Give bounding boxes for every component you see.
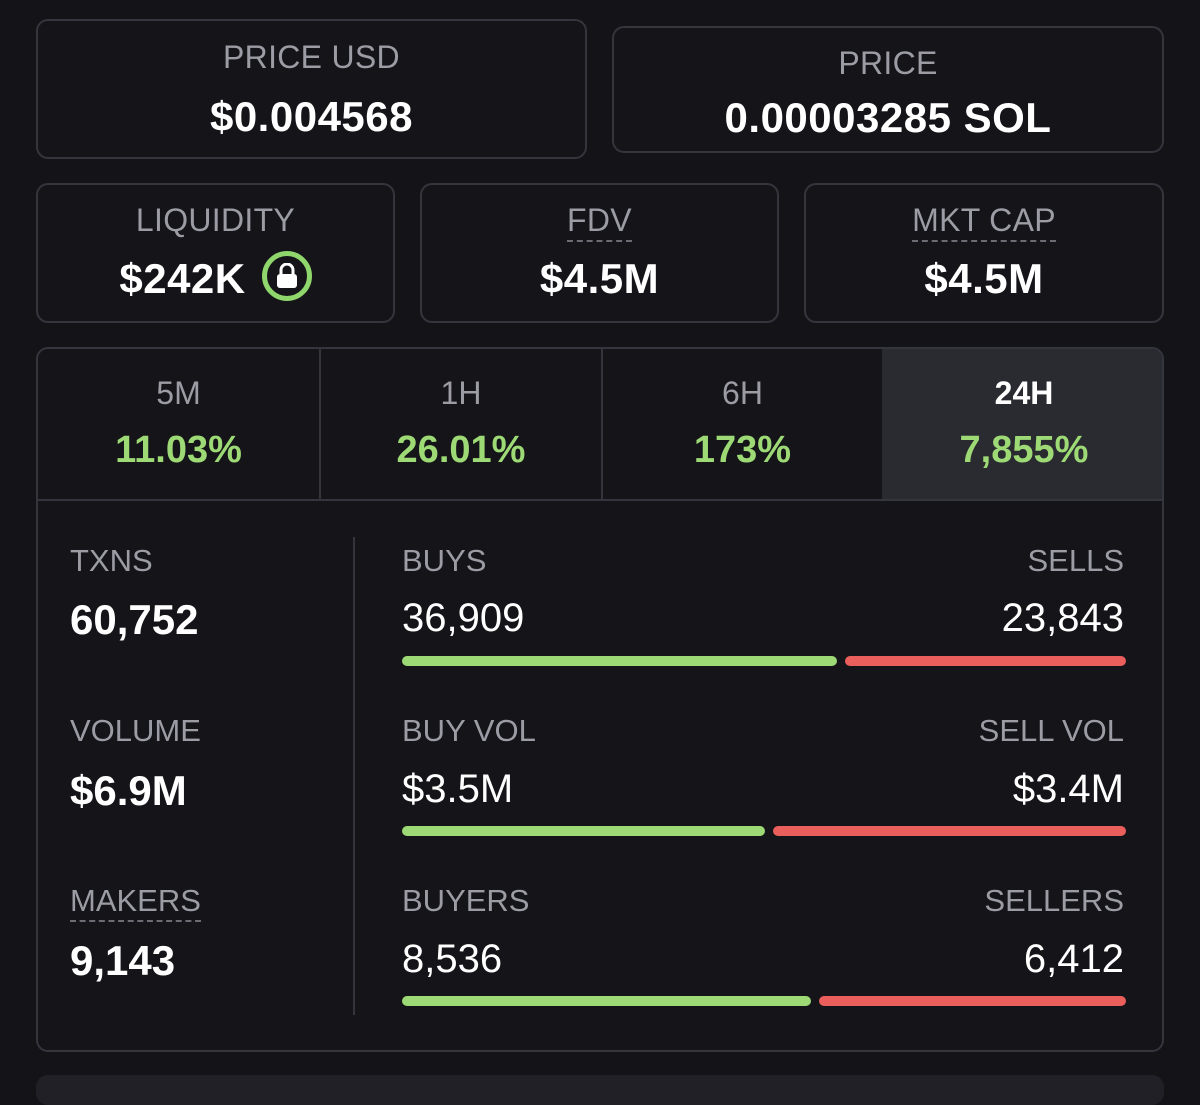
tab-1h[interactable]: 1H 26.01% — [321, 349, 603, 499]
price-usd-card: PRICE USD $0.004568 — [36, 19, 587, 159]
price-usd-value: $0.004568 — [209, 93, 414, 140]
tab-24h-label: 24H — [994, 375, 1054, 411]
tab-5m-change: 11.03% — [115, 429, 242, 471]
mkt-cap-card: MKT CAP $4.5M — [804, 183, 1164, 323]
tab-6h-change: 173% — [693, 429, 792, 471]
mkt-cap-label[interactable]: MKT CAP — [912, 202, 1056, 242]
tab-1h-change: 26.01% — [396, 429, 526, 471]
txns-label: TXNS — [70, 543, 153, 578]
buy-vol-label: BUY VOL — [402, 713, 536, 748]
liquidity-label: LIQUIDITY — [135, 202, 296, 238]
sellers-label: SELLERS — [984, 883, 1124, 918]
buys-value: 36,909 — [402, 596, 525, 640]
buy-vol-bar — [402, 826, 765, 836]
buy-vol-value: $3.5M — [402, 767, 514, 811]
price-native-label: PRICE — [838, 45, 938, 81]
next-section-edge — [36, 1075, 1164, 1105]
volume-value: $6.9M — [70, 767, 187, 814]
fdv-card: FDV $4.5M — [420, 183, 779, 323]
tab-24h-change: 7,855% — [959, 429, 1089, 471]
tabs-divider — [38, 499, 1162, 501]
price-native-card: PRICE 0.00003285 SOL — [612, 26, 1164, 153]
buys-bar — [402, 656, 837, 666]
liquidity-value: $242K — [119, 255, 246, 302]
tab-5m-label: 5M — [156, 375, 201, 411]
tab-5m[interactable]: 5M 11.03% — [38, 349, 321, 499]
mkt-cap-value: $4.5M — [924, 255, 1044, 302]
price-usd-label: PRICE USD — [223, 39, 400, 75]
fdv-label-wrap: FDV — [422, 202, 777, 242]
fdv-value: $4.5M — [539, 255, 660, 302]
buyers-bar — [402, 996, 811, 1006]
mkt-cap-label-wrap: MKT CAP — [806, 202, 1162, 242]
txns-value: 60,752 — [70, 596, 199, 643]
price-native-value: 0.00003285 SOL — [724, 94, 1052, 141]
lock-icon[interactable] — [261, 250, 312, 301]
column-divider — [353, 537, 355, 1015]
fdv-label[interactable]: FDV — [567, 202, 632, 242]
buyers-label: BUYERS — [402, 883, 530, 918]
sells-value: 23,843 — [1001, 596, 1124, 640]
sell-vol-label: SELL VOL — [978, 713, 1124, 748]
tab-6h[interactable]: 6H 173% — [603, 349, 882, 499]
stats-panel: 5M 11.03% 1H 26.01% 6H 173% 24H 7,855% T… — [36, 347, 1164, 1052]
volume-label: VOLUME — [70, 713, 201, 748]
tab-1h-label: 1H — [440, 375, 482, 411]
liquidity-card: LIQUIDITY $242K — [36, 183, 395, 323]
sell-vol-bar — [773, 826, 1126, 836]
sell-vol-value: $3.4M — [1012, 767, 1124, 811]
liquidity-value-row: $242K — [38, 250, 393, 307]
tab-6h-label: 6H — [722, 375, 763, 411]
makers-label[interactable]: MAKERS — [70, 883, 201, 922]
sellers-value: 6,412 — [1023, 937, 1124, 981]
tab-24h[interactable]: 24H 7,855% — [882, 349, 1162, 499]
sellers-bar — [819, 996, 1126, 1006]
sells-bar — [845, 656, 1126, 666]
buys-label: BUYS — [402, 543, 487, 578]
makers-value: 9,143 — [70, 937, 176, 984]
buyers-value: 8,536 — [402, 937, 503, 981]
sells-label: SELLS — [1027, 543, 1124, 578]
